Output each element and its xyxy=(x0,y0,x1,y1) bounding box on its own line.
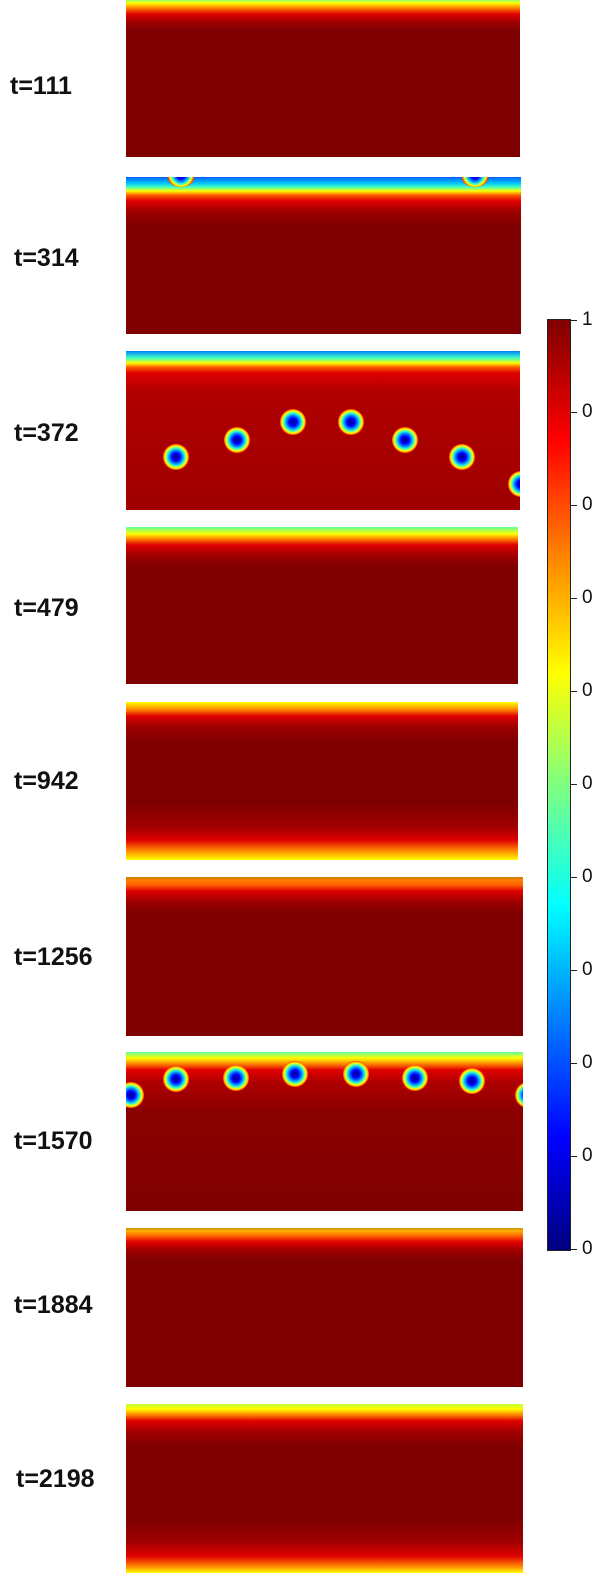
vortex-marker xyxy=(166,177,196,187)
vortex-marker xyxy=(392,427,418,453)
time-label-1570: t=1570 xyxy=(14,1127,93,1155)
colorbar-tick-label: 0 xyxy=(582,680,593,701)
vortex-marker xyxy=(460,177,490,187)
vortex-marker xyxy=(508,471,520,497)
field-map xyxy=(126,177,521,334)
colorbar-tick xyxy=(571,1156,577,1157)
field-panel-t479 xyxy=(126,527,518,684)
field-panel-t2198 xyxy=(126,1404,523,1573)
field-map xyxy=(126,1404,523,1573)
colorbar-tick xyxy=(571,505,577,506)
vortex-marker xyxy=(282,1061,308,1087)
field-panel-t314 xyxy=(126,177,521,334)
colorbar-tick-label: 0 xyxy=(582,1052,593,1073)
colorbar-tick xyxy=(571,320,577,321)
time-label-1256: t=1256 xyxy=(14,943,93,971)
colorbar-tick xyxy=(571,691,577,692)
colorbar-tick xyxy=(571,598,577,599)
vortex-marker xyxy=(126,1082,144,1108)
time-label-479: t=479 xyxy=(14,594,79,622)
vortex-marker xyxy=(223,1065,249,1091)
colorbar-tick-label: 0 xyxy=(582,866,593,887)
time-label-942: t=942 xyxy=(14,767,79,795)
vortex-marker xyxy=(343,1061,369,1087)
vortex-marker xyxy=(338,409,364,435)
colorbar-tick-label: 0 xyxy=(582,401,593,422)
field-map xyxy=(126,351,520,510)
field-map xyxy=(126,0,520,157)
colorbar-tick xyxy=(571,784,577,785)
vortex-marker xyxy=(163,444,189,470)
colorbar-tick-label: 0 xyxy=(582,494,593,515)
vortex-marker xyxy=(459,1068,485,1094)
time-label-372: t=372 xyxy=(14,419,79,447)
field-panel-t1570 xyxy=(126,1052,523,1211)
colorbar-tick xyxy=(571,1063,577,1064)
colorbar-tick xyxy=(571,412,577,413)
colorbar-tick-label: 0 xyxy=(582,1238,593,1259)
colorbar-tick-label: 1 xyxy=(582,309,593,330)
field-map xyxy=(126,877,523,1036)
vortex-marker xyxy=(280,409,306,435)
field-map xyxy=(126,527,518,684)
vortex-marker xyxy=(515,1082,523,1108)
time-label-314: t=314 xyxy=(14,244,79,272)
time-label-111: t=111 xyxy=(10,72,72,100)
colorbar xyxy=(547,319,571,1251)
colorbar-tick-label: 0 xyxy=(582,587,593,608)
time-label-1884: t=1884 xyxy=(14,1291,93,1319)
colorbar-tick xyxy=(571,970,577,971)
vortex-marker xyxy=(224,427,250,453)
colorbar-tick-label: 0 xyxy=(582,773,593,794)
vortex-marker xyxy=(402,1065,428,1091)
colorbar-tick xyxy=(571,877,577,878)
field-map xyxy=(126,1052,523,1211)
field-panel-t1256 xyxy=(126,877,523,1036)
colorbar-tick-label: 0 xyxy=(582,959,593,980)
time-label-2198: t=2198 xyxy=(16,1465,95,1493)
field-panel-t111 xyxy=(126,0,520,157)
field-panel-t942 xyxy=(126,702,518,860)
field-map xyxy=(126,1228,523,1387)
colorbar-tick xyxy=(571,1249,577,1250)
vortex-marker xyxy=(449,444,475,470)
field-panel-t1884 xyxy=(126,1228,523,1387)
field-map xyxy=(126,702,518,860)
vortex-marker xyxy=(163,1066,189,1092)
field-panel-t372 xyxy=(126,351,520,510)
colorbar-tick-label: 0 xyxy=(582,1145,593,1166)
